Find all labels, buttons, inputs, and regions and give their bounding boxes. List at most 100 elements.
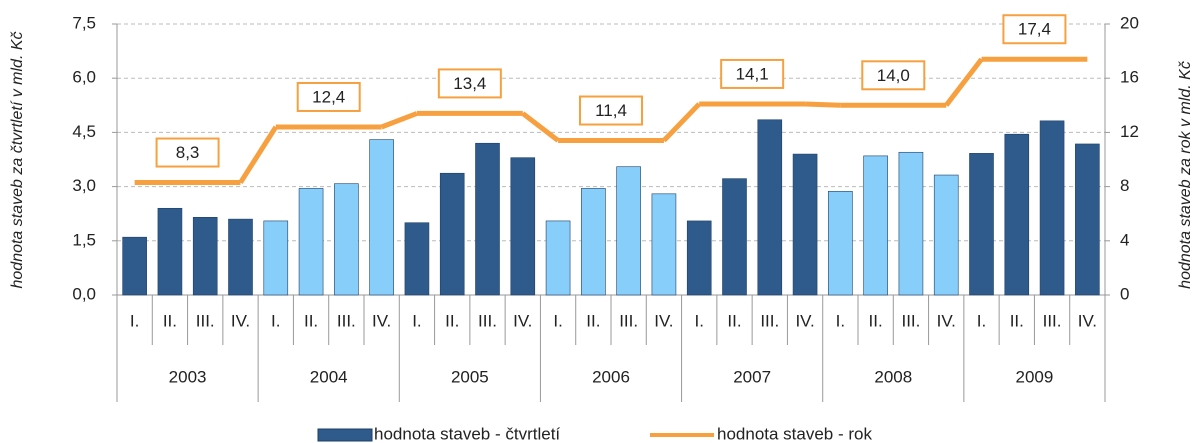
value-label: 13,4: [453, 74, 486, 93]
x-tick-label: II.: [869, 311, 883, 330]
value-label-box: [861, 60, 926, 91]
value-label: 11,4: [595, 101, 627, 120]
y2-tick-label: 16: [1120, 68, 1139, 87]
group-label: 2009: [1016, 367, 1054, 386]
bar: [510, 157, 536, 296]
line-connector: [662, 102, 702, 143]
x-tick-label: I.: [553, 311, 562, 330]
x-tick-label: III.: [1043, 311, 1062, 330]
x-tick-label: II.: [445, 311, 459, 330]
y2-tick-label: 20: [1120, 13, 1139, 32]
x-tick-label: IV.: [231, 311, 250, 330]
bar: [298, 188, 324, 296]
x-tick-label: III.: [901, 311, 920, 330]
x-tick-label: I.: [271, 311, 280, 330]
bar: [122, 236, 147, 296]
bar: [969, 153, 994, 296]
bar: [828, 190, 853, 296]
x-tick-label: II.: [163, 311, 177, 330]
bar: [651, 193, 677, 296]
x-tick-label: III.: [478, 311, 497, 330]
bar: [475, 142, 500, 296]
y-axis-title: hodnota staveb za čtvrtletí v mld. Kč: [9, 31, 26, 288]
x-tick-label: IV.: [513, 311, 532, 330]
x-tick-label: II.: [1010, 311, 1024, 330]
bar: [1004, 133, 1030, 296]
bar: [686, 220, 712, 296]
legend-label: hodnota staveb - rok: [717, 424, 872, 443]
y-tick-label: 4,5: [72, 122, 96, 141]
bar: [898, 151, 924, 296]
bar: [157, 207, 183, 296]
bar: [616, 166, 641, 296]
x-tick-label: II.: [304, 311, 318, 330]
value-label-box: [296, 81, 361, 112]
value-label-box: [1002, 14, 1067, 45]
y-tick-label: 7,5: [72, 13, 96, 32]
x-tick-label: I.: [130, 311, 139, 330]
line-connector: [380, 111, 418, 130]
y2-tick-label: 0: [1120, 284, 1129, 303]
bar: [263, 220, 289, 296]
group-label: 2007: [733, 367, 771, 386]
value-label-box: [579, 95, 643, 126]
group-label: 2005: [451, 367, 489, 386]
y-tick-label: 3,0: [72, 176, 96, 195]
bar: [792, 153, 818, 296]
x-tick-label: I.: [836, 311, 845, 330]
y2-axis-title: hodnota staveb za rok v mld. Kč: [1177, 61, 1194, 289]
value-label: 17,4: [1018, 20, 1051, 39]
bar: [722, 178, 747, 296]
value-label-box: [437, 68, 502, 99]
x-tick-label: I.: [694, 311, 703, 330]
group-label: 2008: [874, 367, 912, 386]
x-tick-label: IV.: [1078, 311, 1097, 330]
bar: [1039, 120, 1065, 296]
x-tick-label: I.: [977, 311, 986, 330]
line-connector: [521, 111, 560, 143]
y2-tick-label: 12: [1120, 122, 1139, 141]
bar: [404, 222, 430, 296]
x-tick-label: III.: [196, 311, 215, 330]
bar: [581, 188, 606, 296]
bar: [757, 119, 783, 296]
bar: [439, 172, 465, 296]
x-tick-label: III.: [337, 311, 356, 330]
y2-tick-label: 8: [1120, 176, 1129, 195]
value-label: 12,4: [312, 87, 345, 106]
y-tick-label: 6,0: [72, 68, 96, 87]
line-connector: [238, 125, 278, 184]
value-label: 14,0: [877, 66, 910, 85]
x-tick-label: I.: [412, 311, 421, 330]
x-tick-label: III.: [760, 311, 779, 330]
value-label-box: [155, 137, 220, 168]
x-tick-label: IV.: [937, 311, 956, 330]
x-tick-label: IV.: [654, 311, 673, 330]
bar: [863, 155, 888, 296]
group-label: 2003: [169, 367, 207, 386]
x-tick-label: III.: [619, 311, 638, 330]
value-label: 14,1: [736, 64, 769, 83]
x-tick-label: IV.: [795, 311, 814, 330]
group-label: 2004: [310, 367, 348, 386]
legend-swatch: [317, 428, 373, 442]
bar: [545, 220, 571, 296]
group-label: 2006: [592, 367, 630, 386]
bar: [1075, 143, 1100, 296]
line-connector: [944, 57, 984, 107]
line-connector: [804, 101, 841, 108]
y-tick-label: 1,5: [72, 230, 96, 249]
x-tick-label: II.: [586, 311, 600, 330]
legend-label: hodnota staveb - čtvrtletí: [374, 424, 560, 443]
x-tick-label: II.: [727, 311, 741, 330]
bar: [334, 183, 359, 296]
value-label: 8,3: [176, 143, 200, 162]
bar: [192, 217, 218, 296]
bar: [369, 139, 394, 296]
bar: [228, 218, 253, 296]
y-tick-label: 0,0: [72, 284, 96, 303]
bar: [933, 174, 959, 296]
x-tick-label: IV.: [372, 311, 391, 330]
y2-tick-label: 4: [1120, 230, 1129, 249]
